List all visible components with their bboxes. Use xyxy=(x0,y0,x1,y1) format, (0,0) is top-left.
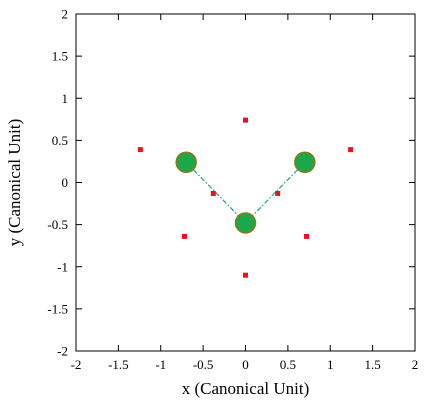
y-tick-label: -0.5 xyxy=(47,217,68,232)
y-tick-label: 0 xyxy=(62,175,69,190)
y-axis-label: y (Canonical Unit) xyxy=(5,119,24,246)
bond-line xyxy=(185,161,246,224)
x-tick-label: 0.5 xyxy=(280,357,296,372)
plot-frame xyxy=(75,13,416,352)
x-tick-label: -1 xyxy=(155,357,166,372)
y-tick-label: -1 xyxy=(57,259,68,274)
red-square-point xyxy=(348,147,354,153)
x-tick-label: 0 xyxy=(242,357,249,372)
bond-lines xyxy=(185,161,306,224)
bond-line xyxy=(245,161,306,224)
red-square-point xyxy=(210,190,216,196)
axis-ticks xyxy=(75,13,416,352)
y-tick-label: 2 xyxy=(62,7,69,22)
red-square-point xyxy=(137,147,143,153)
x-tick-label: -2 xyxy=(71,357,82,372)
red-square-point xyxy=(243,272,248,278)
red-square-point xyxy=(181,233,187,239)
x-tick-label: 1 xyxy=(327,357,334,372)
x-tick-label: -1.5 xyxy=(108,357,129,372)
x-tick-label: -0.5 xyxy=(193,357,214,372)
y-tick-label: -1.5 xyxy=(47,301,68,316)
tick-labels: -2 -1.5 -1 -0.5 0 0.5 1 1.5 2 -2 -1.5 -1 -0.5 0 0.5 1 1.… xyxy=(47,7,418,373)
data-points xyxy=(137,117,354,278)
y-tick-label: 1 xyxy=(62,91,69,106)
x-tick-label: 1.5 xyxy=(365,357,381,372)
y-tick-label: -2 xyxy=(57,344,68,359)
red-square-point xyxy=(275,190,281,196)
green-circle-point xyxy=(175,151,197,174)
y-tick-label: 0.5 xyxy=(52,133,68,148)
red-square-point xyxy=(304,233,310,239)
x-axis-label: x (Canonical Unit) xyxy=(182,379,309,398)
red-square-point xyxy=(243,117,248,123)
green-circle-point xyxy=(234,212,257,234)
green-circle-point xyxy=(294,151,316,174)
y-tick-label: 1.5 xyxy=(52,49,68,64)
x-tick-label: 2 xyxy=(412,357,419,372)
